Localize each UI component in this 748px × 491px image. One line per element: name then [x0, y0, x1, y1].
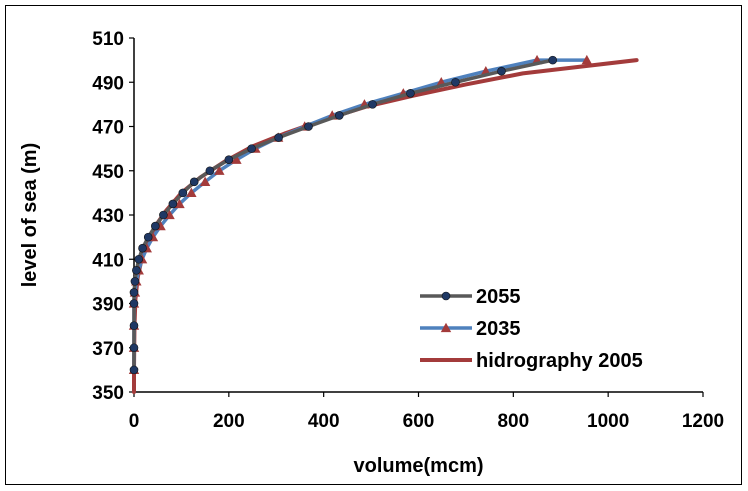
legend: 2055 2035 hidrography 2005: [420, 286, 643, 372]
y-tick-label: 350: [92, 383, 124, 404]
data-point: [168, 199, 178, 209]
legend-label: 2035: [476, 318, 521, 340]
data-point: [129, 288, 139, 297]
y-tick-label: 470: [92, 118, 124, 139]
y-tick-label: 410: [92, 250, 124, 271]
x-axis-title: volume(mcm): [353, 455, 483, 477]
data-point: [406, 89, 415, 98]
data-point: [224, 155, 234, 164]
series-3: [132, 58, 639, 394]
tick-labels: 350 370 390 410 430 450 470 490 510 0 200 400 600 800…: [92, 29, 724, 432]
data-point: [274, 133, 283, 142]
data-point: [138, 243, 147, 253]
x-tick-label: 600: [403, 411, 435, 432]
legend-marker: [440, 322, 452, 333]
legend-label: 2055: [476, 286, 521, 308]
data-point: [548, 55, 557, 65]
data-point: [178, 188, 188, 198]
series-group: [128, 54, 639, 394]
legend-item-2: 2035: [420, 318, 521, 340]
series-1: [129, 55, 557, 375]
x-tick-label: 1200: [682, 411, 724, 432]
data-point: [159, 210, 168, 220]
data-point: [451, 77, 460, 87]
data-point: [581, 54, 593, 65]
data-point: [199, 176, 211, 186]
x-tick-label: 1000: [587, 411, 629, 432]
data-point: [129, 365, 139, 375]
legend-marker: [441, 291, 451, 301]
series-2: [128, 54, 593, 375]
data-point: [214, 165, 225, 175]
x-tick-label: 200: [213, 411, 245, 432]
data-point: [186, 187, 197, 198]
data-point: [247, 144, 256, 153]
y-tick-label: 390: [92, 295, 124, 316]
data-point: [129, 299, 139, 308]
data-point: [189, 177, 199, 187]
data-point: [151, 221, 160, 231]
legend-item-3: hidrography 2005: [420, 350, 643, 372]
y-tick-label: 430: [92, 206, 124, 227]
y-tick-label: 510: [92, 29, 124, 50]
chart-svg: 350 370 390 410 430 450 470 490 510 0 200 400 600 800…: [19, 29, 724, 477]
data-point: [134, 254, 144, 264]
legend-label: hidrography 2005: [476, 350, 643, 372]
x-tick-label: 400: [308, 411, 340, 432]
chart-frame: 350 370 390 410 430 450 470 490 510 0 200 400 600 800…: [5, 5, 742, 485]
data-point: [304, 122, 313, 131]
data-point: [368, 100, 377, 109]
data-point: [143, 232, 153, 242]
y-axis-title: level of sea (m): [19, 143, 41, 288]
series-line: [132, 58, 639, 394]
y-tick-label: 450: [92, 162, 124, 183]
y-tick-label: 490: [92, 73, 124, 94]
data-point: [130, 277, 140, 286]
data-point: [231, 154, 242, 164]
data-point: [205, 166, 215, 176]
x-tick-label: 0: [129, 411, 140, 432]
data-point: [335, 111, 344, 120]
data-point: [129, 343, 139, 353]
data-point: [497, 66, 506, 76]
x-tick-label: 800: [497, 411, 529, 432]
data-point: [129, 321, 139, 330]
y-tick-label: 370: [92, 339, 124, 360]
data-point: [132, 266, 141, 275]
data-point: [174, 198, 185, 209]
legend-item-1: 2055: [420, 286, 521, 308]
